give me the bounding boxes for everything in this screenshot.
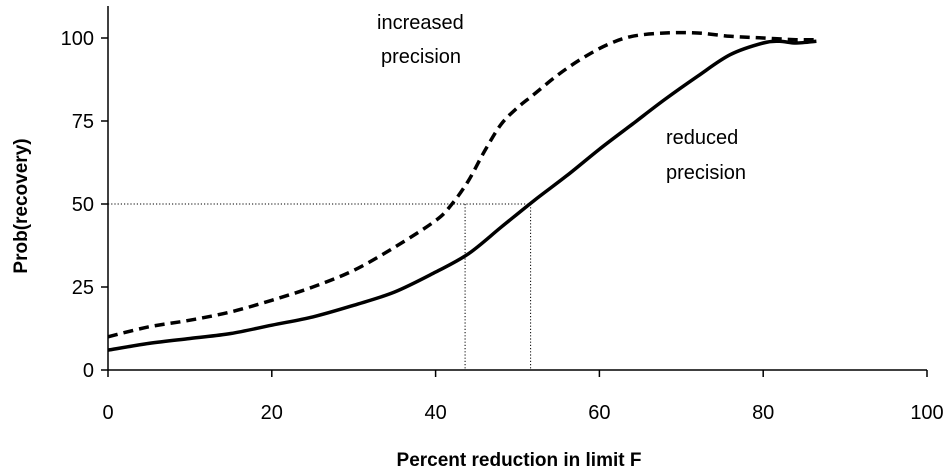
series-line-reduced-precision: [107, 39, 817, 352]
series-layer: [107, 30, 817, 352]
annotation-reduced-line-2: precision: [666, 162, 746, 184]
tick-labels: 0 25 50 75 100 0 20 40 60 80 100: [61, 28, 944, 424]
y-tick-label: 50: [72, 194, 94, 216]
x-axis-title: Percent reduction in limit F: [397, 450, 642, 471]
reference-lines: [108, 203, 532, 370]
y-tick-label: 0: [83, 360, 94, 382]
x-tick-label: 40: [424, 402, 446, 424]
x-tick-label: 20: [261, 402, 283, 424]
x-tick-label: 60: [588, 402, 610, 424]
y-tick-label: 25: [72, 277, 94, 299]
x-tick-label: 80: [752, 402, 774, 424]
y-tick-label: 100: [61, 28, 94, 50]
annotation-reduced-line-1: reduced: [666, 127, 738, 149]
series-line-increased-precision: [107, 30, 817, 339]
annotation-increased-line-1: increased: [377, 12, 464, 34]
x-tick-label: 0: [102, 402, 113, 424]
x-tick-label: 100: [910, 402, 943, 424]
y-axis-title: Prob(recovery): [11, 138, 32, 273]
annotation-increased-line-2: precision: [381, 46, 461, 68]
y-tick-label: 75: [72, 111, 94, 133]
axes: [101, 6, 928, 377]
